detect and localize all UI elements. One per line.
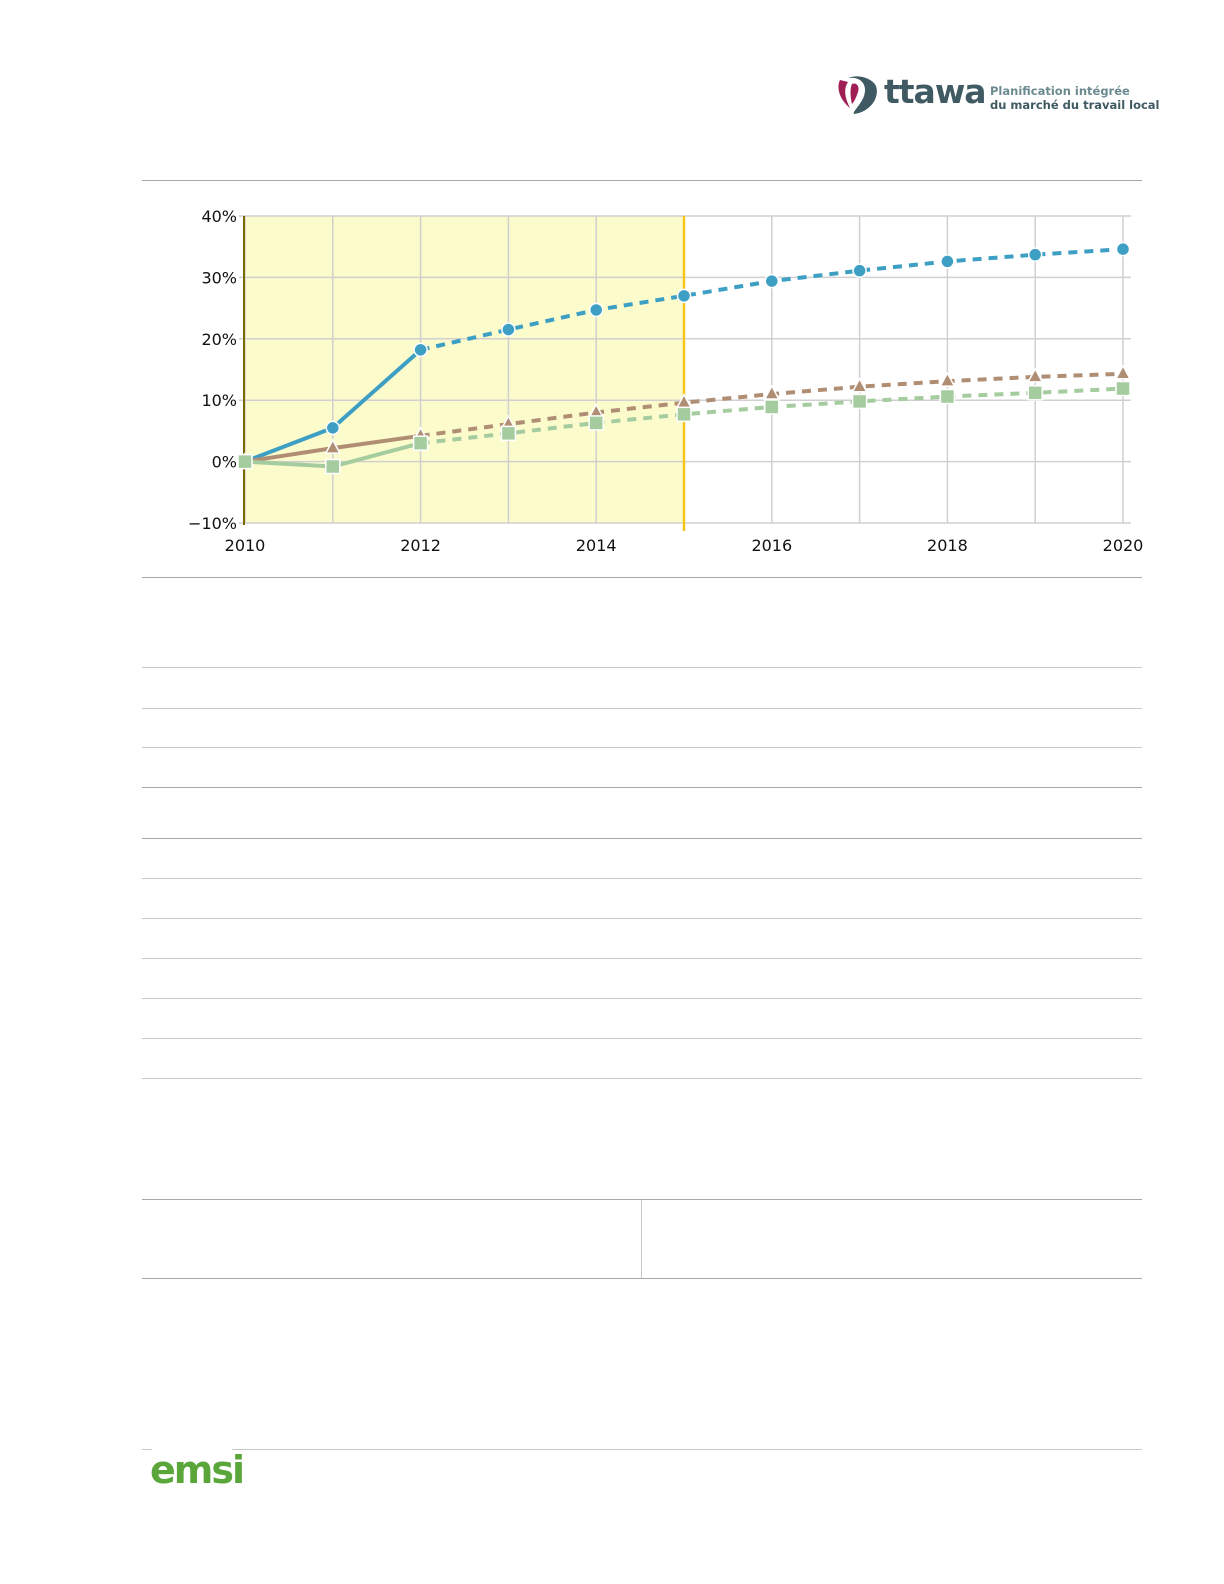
data-point xyxy=(940,254,955,269)
logo-tagline-line2: du marché du travail local xyxy=(990,98,1160,112)
data-point xyxy=(1115,241,1131,257)
data-point xyxy=(413,342,428,358)
table-rule xyxy=(142,1038,1142,1039)
table-rule xyxy=(142,838,1142,839)
table-rule xyxy=(142,998,1142,999)
history-band xyxy=(245,216,684,523)
table-rule xyxy=(142,747,1142,748)
chart-bottom-rule xyxy=(142,577,1142,578)
data-point xyxy=(1114,364,1132,380)
data-point xyxy=(676,288,692,304)
x-tick-label: 2018 xyxy=(927,536,968,555)
data-point xyxy=(851,393,868,410)
data-point xyxy=(412,435,429,451)
flower-logo-icon xyxy=(838,76,877,114)
data-point xyxy=(939,388,956,405)
summary-table-divider xyxy=(641,1200,642,1278)
data-point xyxy=(1026,367,1044,383)
summary-table-bottom-rule xyxy=(142,1278,1142,1279)
data-point xyxy=(325,458,341,475)
data-point xyxy=(324,438,342,454)
table-rule xyxy=(142,918,1142,919)
y-tick-label: 30% xyxy=(201,268,237,287)
data-point xyxy=(764,273,780,289)
data-point xyxy=(1115,380,1131,397)
x-tick-label: 2014 xyxy=(576,536,617,555)
emsi-logo: emsi xyxy=(150,1448,245,1492)
x-tick-label: 2016 xyxy=(751,536,792,555)
ottawa-logo: ttawa Planification intégrée du marché d… xyxy=(834,70,1160,118)
footer-rule xyxy=(232,1449,1142,1450)
table-rule xyxy=(142,787,1142,788)
y-tick-label: 0% xyxy=(212,453,237,472)
data-point xyxy=(501,322,516,337)
table-rule xyxy=(142,667,1142,668)
data-point xyxy=(588,415,604,431)
data-point xyxy=(1027,385,1043,401)
table-rule xyxy=(142,878,1142,879)
data-point xyxy=(500,425,517,442)
y-tick-label: 40% xyxy=(201,207,237,226)
chart-tick-labels: 40% 30% 20% 10% 0% −10% 2010 2012 2014 2016 2018 20… xyxy=(188,207,1143,555)
summary-table-top-rule xyxy=(142,1199,1142,1200)
data-point xyxy=(676,406,692,423)
chart-series xyxy=(236,241,1132,475)
data-point xyxy=(851,377,868,393)
y-tick-label: 20% xyxy=(201,330,237,349)
y-tick-label: 10% xyxy=(201,391,237,410)
data-point xyxy=(852,263,867,278)
logo-tagline-line1: Planification intégrée xyxy=(990,84,1130,98)
data-point xyxy=(764,399,780,415)
chart-top-rule xyxy=(142,180,1142,181)
data-point xyxy=(588,302,604,318)
data-point xyxy=(325,420,341,436)
data-point xyxy=(237,453,253,470)
table-rule xyxy=(142,1078,1142,1079)
data-point xyxy=(1027,247,1043,262)
y-tick-label: −10% xyxy=(188,514,237,533)
growth-line-chart: 40% 30% 20% 10% 0% −10% 2010 2012 2014 2016 2018 20… xyxy=(188,207,1143,555)
x-tick-label: 2010 xyxy=(225,536,266,555)
x-tick-label: 2012 xyxy=(400,536,441,555)
x-tick-label: 2020 xyxy=(1103,536,1144,555)
data-point xyxy=(763,384,781,400)
logo-wordmark: ttawa xyxy=(884,72,987,111)
footer-rule xyxy=(142,1449,152,1450)
chart-axes xyxy=(243,216,686,531)
data-point xyxy=(939,371,956,387)
table-rule xyxy=(142,708,1142,709)
table-rule xyxy=(142,958,1142,959)
plot-area xyxy=(245,216,684,523)
